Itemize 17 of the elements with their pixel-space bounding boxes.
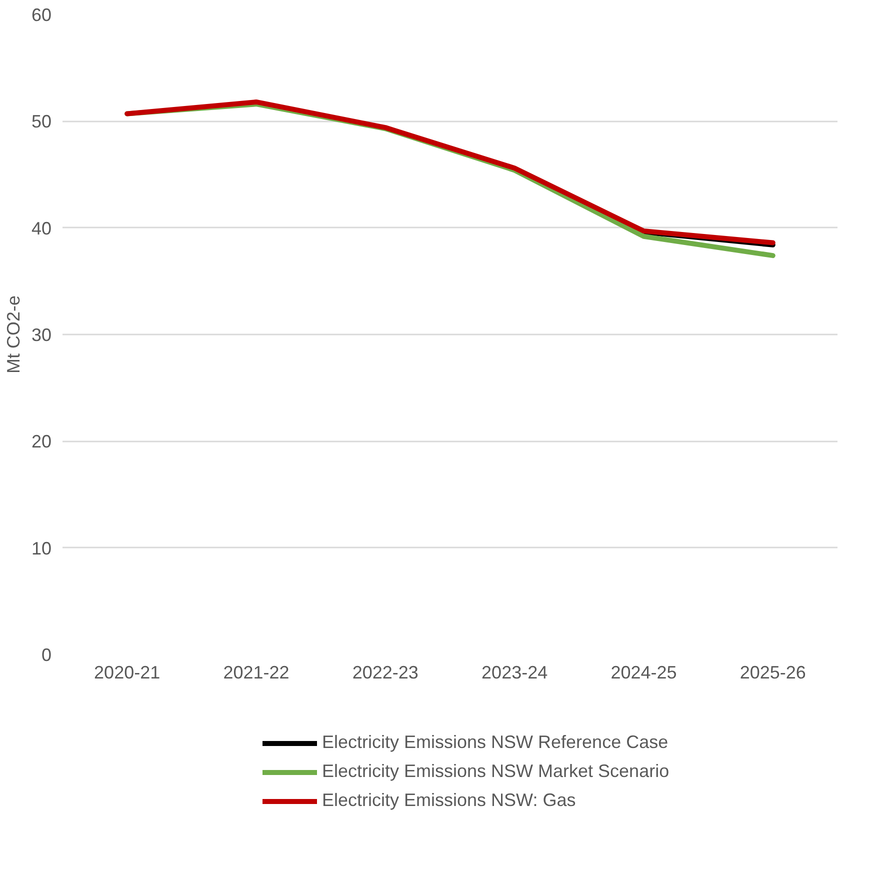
legend-label: Electricity Emissions NSW Market Scenario bbox=[322, 761, 670, 782]
y-tick-label: 30 bbox=[31, 325, 52, 345]
x-tick-label: 2021-22 bbox=[223, 662, 290, 682]
x-tick-label: 2020-21 bbox=[94, 662, 160, 682]
y-axis-title: Mt CO2-e bbox=[3, 295, 24, 374]
y-tick-label: 60 bbox=[31, 5, 52, 25]
x-tick-label: 2022-23 bbox=[352, 662, 418, 682]
y-tick-label: 0 bbox=[41, 645, 52, 665]
x-tick-label: 2025-26 bbox=[740, 662, 806, 682]
y-tick-label: 20 bbox=[31, 432, 52, 452]
y-tick-label: 50 bbox=[31, 112, 52, 132]
x-tick-label: 2023-24 bbox=[482, 662, 548, 682]
y-tick-label: 40 bbox=[31, 218, 52, 238]
legend-label: Electricity Emissions NSW Reference Case bbox=[322, 732, 668, 753]
legend-label: Electricity Emissions NSW: Gas bbox=[322, 790, 576, 811]
x-tick-label: 2024-25 bbox=[610, 662, 677, 682]
y-tick-label: 10 bbox=[31, 538, 52, 558]
